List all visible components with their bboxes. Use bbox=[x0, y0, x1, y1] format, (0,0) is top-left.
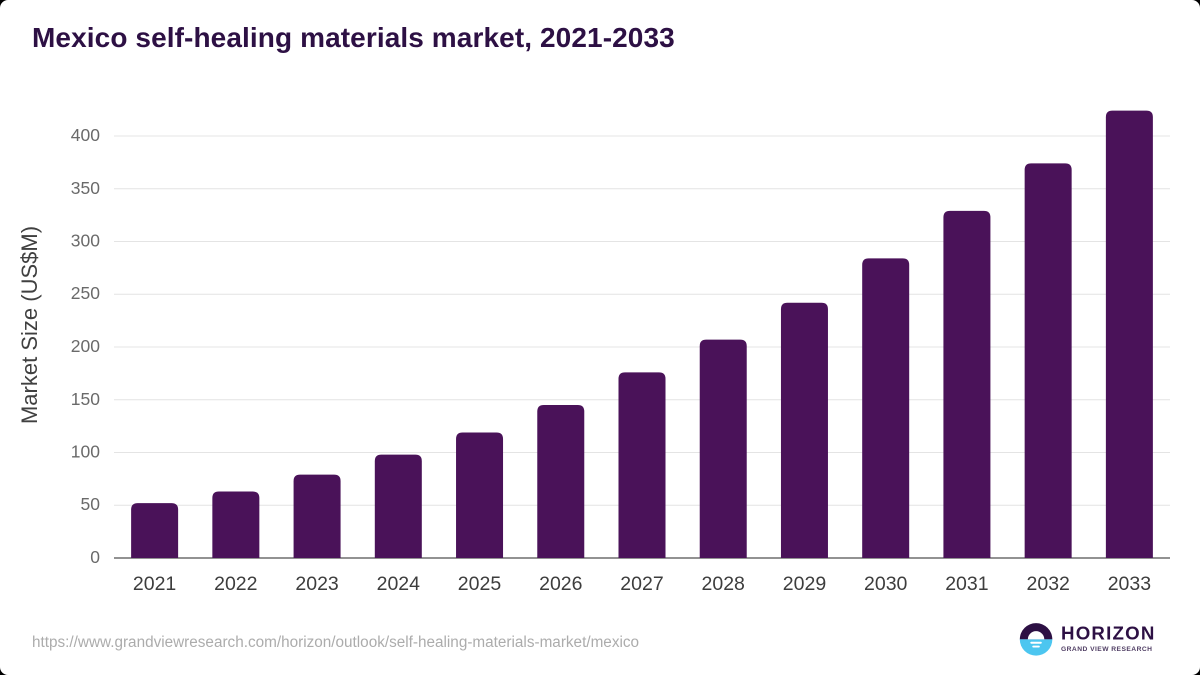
svg-text:2030: 2030 bbox=[864, 573, 908, 595]
svg-text:250: 250 bbox=[71, 283, 100, 303]
svg-text:2025: 2025 bbox=[458, 573, 502, 595]
svg-text:0: 0 bbox=[90, 547, 100, 567]
svg-text:100: 100 bbox=[71, 442, 100, 462]
svg-text:2021: 2021 bbox=[133, 573, 176, 595]
svg-text:2022: 2022 bbox=[214, 573, 257, 595]
svg-text:2033: 2033 bbox=[1108, 573, 1151, 595]
svg-text:Market Size (US$M): Market Size (US$M) bbox=[17, 226, 42, 424]
svg-text:150: 150 bbox=[71, 389, 100, 409]
svg-text:2031: 2031 bbox=[945, 573, 988, 595]
svg-text:400: 400 bbox=[71, 125, 100, 145]
svg-text:2028: 2028 bbox=[702, 573, 745, 595]
svg-text:50: 50 bbox=[81, 494, 101, 514]
svg-text:2027: 2027 bbox=[620, 573, 663, 595]
svg-text:300: 300 bbox=[71, 231, 100, 251]
svg-text:2024: 2024 bbox=[377, 573, 421, 595]
svg-text:2023: 2023 bbox=[295, 573, 338, 595]
svg-text:2032: 2032 bbox=[1027, 573, 1070, 595]
svg-text:2026: 2026 bbox=[539, 573, 582, 595]
svg-text:2029: 2029 bbox=[783, 573, 826, 595]
svg-text:350: 350 bbox=[71, 178, 100, 198]
svg-text:200: 200 bbox=[71, 336, 100, 356]
